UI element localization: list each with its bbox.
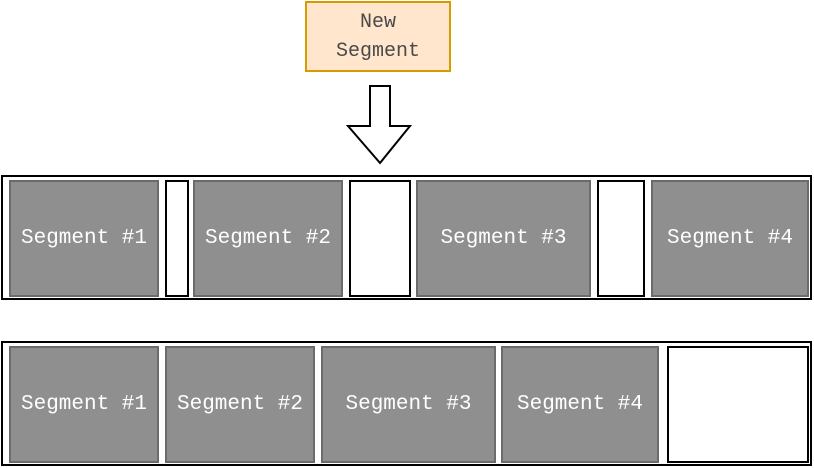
bottom-segment-strip: Segment #1 Segment #2 Segment #3 Segment… [1, 341, 812, 466]
top-segment-3-label: Segment #3 [440, 227, 567, 250]
top-gap-3 [597, 180, 645, 297]
bottom-segment-3: Segment #3 [321, 346, 496, 463]
top-segment-2: Segment #2 [193, 180, 343, 297]
top-segment-2-label: Segment #2 [204, 227, 332, 250]
top-segment-strip: Segment #1 Segment #2 Segment #3 Segment… [1, 175, 812, 300]
down-arrow-icon [345, 85, 413, 165]
bottom-segment-2-label: Segment #2 [176, 393, 304, 416]
bottom-segment-2: Segment #2 [165, 346, 315, 463]
top-gap-1 [165, 180, 189, 297]
top-gap-2 [349, 180, 411, 297]
top-segment-3: Segment #3 [416, 180, 591, 297]
bottom-segment-4: Segment #4 [501, 346, 659, 463]
bottom-segment-1: Segment #1 [9, 346, 159, 463]
bottom-segment-4-label: Segment #4 [516, 393, 644, 416]
bottom-free-space [667, 346, 809, 463]
top-segment-1: Segment #1 [9, 180, 159, 297]
new-segment-box: New Segment [305, 1, 451, 72]
bottom-segment-3-label: Segment #3 [345, 393, 472, 416]
bottom-segment-1-label: Segment #1 [20, 393, 148, 416]
top-segment-4-label: Segment #4 [666, 227, 794, 250]
top-segment-4: Segment #4 [651, 180, 809, 297]
top-segment-1-label: Segment #1 [20, 227, 148, 250]
